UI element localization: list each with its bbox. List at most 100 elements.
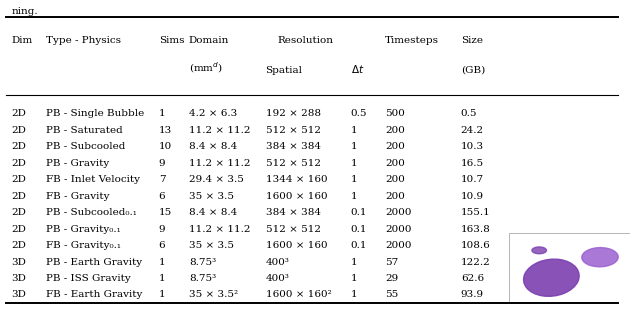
Text: 0.1: 0.1 xyxy=(351,241,367,250)
Text: PB - Saturated: PB - Saturated xyxy=(46,126,123,135)
Text: 93.9: 93.9 xyxy=(461,290,484,299)
Text: Size: Size xyxy=(461,36,483,45)
Text: 3D: 3D xyxy=(12,290,26,299)
Text: 200: 200 xyxy=(385,126,405,135)
Text: 24.2: 24.2 xyxy=(461,126,484,135)
Text: 384 × 384: 384 × 384 xyxy=(266,208,321,217)
Text: 2D: 2D xyxy=(12,192,26,201)
Text: 29.4 × 3.5: 29.4 × 3.5 xyxy=(189,175,244,184)
Text: PB - Gravity₀.₁: PB - Gravity₀.₁ xyxy=(46,225,121,234)
Text: 3D: 3D xyxy=(12,258,26,267)
Text: 9: 9 xyxy=(159,159,165,168)
Text: 200: 200 xyxy=(385,159,405,168)
Text: 8.75³: 8.75³ xyxy=(189,258,216,267)
Text: 2000: 2000 xyxy=(385,208,412,217)
Text: 0.5: 0.5 xyxy=(461,109,477,118)
Text: 9: 9 xyxy=(159,225,165,234)
Text: 55: 55 xyxy=(385,290,399,299)
Text: 2D: 2D xyxy=(12,159,26,168)
Text: 0.1: 0.1 xyxy=(351,208,367,217)
Text: Spatial: Spatial xyxy=(266,66,303,75)
Text: 2D: 2D xyxy=(12,208,26,217)
Text: PB - Subcooled: PB - Subcooled xyxy=(46,142,125,151)
Text: 1: 1 xyxy=(159,109,165,118)
Text: 1: 1 xyxy=(351,258,357,267)
Text: 13: 13 xyxy=(159,126,172,135)
Text: 2D: 2D xyxy=(12,142,26,151)
Text: 192 × 288: 192 × 288 xyxy=(266,109,321,118)
Text: 1: 1 xyxy=(351,142,357,151)
Ellipse shape xyxy=(524,259,579,296)
Text: 2D: 2D xyxy=(12,225,26,234)
Text: 11.2 × 11.2: 11.2 × 11.2 xyxy=(189,126,250,135)
Text: 16.5: 16.5 xyxy=(461,159,484,168)
Text: 1: 1 xyxy=(351,290,357,299)
Text: 512 × 512: 512 × 512 xyxy=(266,126,321,135)
Ellipse shape xyxy=(582,248,618,267)
Text: 11.2 × 11.2: 11.2 × 11.2 xyxy=(189,225,250,234)
Text: 1: 1 xyxy=(159,274,165,283)
Text: Domain: Domain xyxy=(189,36,229,45)
Text: 8.4 × 8.4: 8.4 × 8.4 xyxy=(189,208,237,217)
Text: Type - Physics: Type - Physics xyxy=(46,36,121,45)
Text: FB - Gravity: FB - Gravity xyxy=(46,192,109,201)
Text: 2D: 2D xyxy=(12,109,26,118)
Text: PB - Gravity: PB - Gravity xyxy=(46,159,109,168)
Text: 155.1: 155.1 xyxy=(461,208,490,217)
Text: 2000: 2000 xyxy=(385,225,412,234)
Text: 108.6: 108.6 xyxy=(461,241,490,250)
Text: PB - Single Bubble: PB - Single Bubble xyxy=(46,109,145,118)
Text: Sims: Sims xyxy=(159,36,184,45)
Text: 512 × 512: 512 × 512 xyxy=(266,225,321,234)
Text: 400³: 400³ xyxy=(266,274,289,283)
Text: 1: 1 xyxy=(351,159,357,168)
Text: 10.7: 10.7 xyxy=(461,175,484,184)
Text: 6: 6 xyxy=(159,241,165,250)
Text: (GB): (GB) xyxy=(461,66,485,75)
Text: 57: 57 xyxy=(385,258,399,267)
Text: 0.5: 0.5 xyxy=(351,109,367,118)
Text: 122.2: 122.2 xyxy=(461,258,490,267)
Text: 1: 1 xyxy=(351,192,357,201)
Text: 35 × 3.5: 35 × 3.5 xyxy=(189,192,234,201)
Text: 8.75³: 8.75³ xyxy=(189,274,216,283)
Text: 512 × 512: 512 × 512 xyxy=(266,159,321,168)
Text: 384 × 384: 384 × 384 xyxy=(266,142,321,151)
Text: 2D: 2D xyxy=(12,175,26,184)
Text: 6: 6 xyxy=(159,192,165,201)
Text: 35 × 3.5²: 35 × 3.5² xyxy=(189,290,238,299)
Text: 29: 29 xyxy=(385,274,399,283)
Text: Resolution: Resolution xyxy=(278,36,334,45)
Ellipse shape xyxy=(532,247,547,254)
Text: 1600 × 160: 1600 × 160 xyxy=(266,241,327,250)
Text: 200: 200 xyxy=(385,142,405,151)
Text: 2D: 2D xyxy=(12,126,26,135)
Text: 1: 1 xyxy=(159,290,165,299)
Text: FB - Earth Gravity: FB - Earth Gravity xyxy=(46,290,143,299)
Text: PB - ISS Gravity: PB - ISS Gravity xyxy=(46,274,131,283)
Text: 10.9: 10.9 xyxy=(461,192,484,201)
Text: FB - Gravity₀.₁: FB - Gravity₀.₁ xyxy=(46,241,121,250)
Text: 11.2 × 11.2: 11.2 × 11.2 xyxy=(189,159,250,168)
Text: 1344 × 160: 1344 × 160 xyxy=(266,175,327,184)
Text: 10: 10 xyxy=(159,142,172,151)
Text: Timesteps: Timesteps xyxy=(385,36,439,45)
Text: 400³: 400³ xyxy=(266,258,289,267)
Text: 3D: 3D xyxy=(12,274,26,283)
Text: PB - Earth Gravity: PB - Earth Gravity xyxy=(46,258,142,267)
Text: FB - Inlet Velocity: FB - Inlet Velocity xyxy=(46,175,140,184)
Text: 1: 1 xyxy=(351,126,357,135)
Text: 1600 × 160²: 1600 × 160² xyxy=(266,290,332,299)
Text: $\Delta t$: $\Delta t$ xyxy=(351,63,364,75)
Text: 500: 500 xyxy=(385,109,405,118)
Text: 35 × 3.5: 35 × 3.5 xyxy=(189,241,234,250)
Text: 1: 1 xyxy=(351,175,357,184)
Text: ning.: ning. xyxy=(12,7,38,16)
Text: 2000: 2000 xyxy=(385,241,412,250)
Text: 10.3: 10.3 xyxy=(461,142,484,151)
Text: 8.4 × 8.4: 8.4 × 8.4 xyxy=(189,142,237,151)
Text: 1: 1 xyxy=(159,258,165,267)
Text: 1: 1 xyxy=(351,274,357,283)
Text: (mm$^d$): (mm$^d$) xyxy=(189,60,223,75)
Text: 1600 × 160: 1600 × 160 xyxy=(266,192,327,201)
